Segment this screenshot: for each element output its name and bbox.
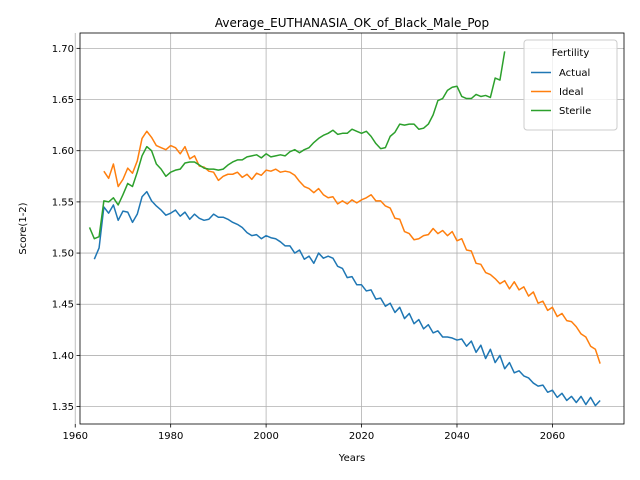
legend-title: Fertility (552, 48, 590, 59)
legend-entries: Actual Ideal Sterile (531, 68, 591, 117)
x-tick-label: 2000 (253, 431, 278, 442)
x-axis-ticks: 1960 1980 2000 2020 2040 2060 (63, 424, 565, 442)
x-tick-label: 2020 (349, 431, 374, 442)
y-tick-label: 1.35 (52, 402, 74, 413)
y-tick-label: 1.60 (52, 146, 74, 157)
plot-frame (79, 32, 625, 425)
legend-entry-ideal: Ideal (531, 87, 583, 98)
x-axis-label: Years (338, 453, 365, 464)
chart-title: Average_EUTHANASIA_OK_of_Black_Male_Pop (215, 16, 489, 30)
series-lines (88, 51, 601, 407)
y-tick-label: 1.40 (52, 351, 74, 362)
y-axis-ticks: 1.35 1.40 1.45 1.50 1.55 1.60 1.65 1.70 (52, 44, 80, 413)
y-tick-label: 1.45 (52, 300, 74, 311)
series-line-actual (93, 190, 601, 407)
legend-box (523, 39, 618, 131)
legend: Fertility Actual Ideal Sterile (523, 39, 618, 131)
y-axis-label: Score(1-2) (18, 202, 29, 254)
y-tick-label: 1.55 (52, 197, 74, 208)
y-tick-label: 1.70 (52, 44, 74, 55)
legend-entry-sterile: Sterile (531, 106, 591, 117)
legend-label: Actual (559, 68, 590, 79)
x-tick-label: 1980 (158, 431, 183, 442)
legend-entry-actual: Actual (531, 68, 590, 79)
legend-label: Ideal (559, 87, 583, 98)
grid (74, 33, 624, 424)
y-tick-label: 1.50 (52, 249, 74, 260)
y-tick-label: 1.65 (52, 95, 74, 106)
x-tick-label: 2060 (540, 431, 565, 442)
series-line-sterile (88, 51, 506, 240)
x-tick-label: 1960 (63, 431, 88, 442)
x-tick-label: 2040 (444, 431, 469, 442)
legend-label: Sterile (559, 106, 591, 117)
series-line-ideal (103, 130, 601, 364)
